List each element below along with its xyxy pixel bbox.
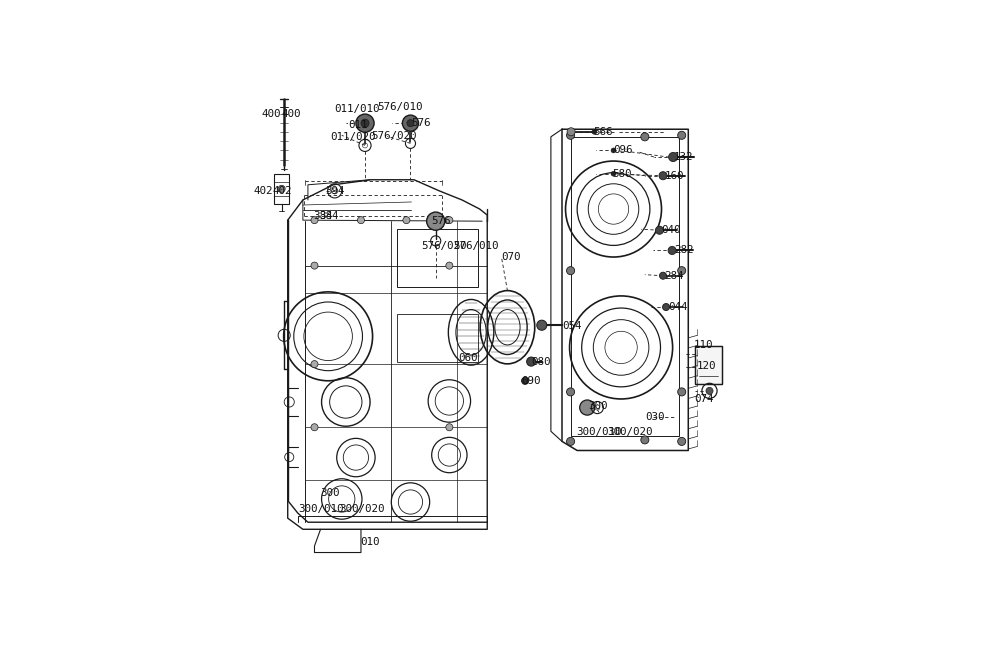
Circle shape [527,357,536,366]
Text: 576: 576 [411,117,431,128]
Text: 402: 402 [273,186,292,196]
Circle shape [311,361,318,367]
Text: 384: 384 [313,211,332,221]
Text: 011/020: 011/020 [331,132,376,142]
Circle shape [567,266,575,275]
Text: 300/020: 300/020 [340,504,385,514]
Text: 300: 300 [321,488,340,498]
Text: 080: 080 [532,357,551,367]
Text: 044: 044 [668,302,688,312]
Text: 120: 120 [697,361,716,371]
Circle shape [678,388,686,396]
Text: 576/010: 576/010 [453,241,498,251]
Text: 384: 384 [320,211,339,221]
Text: 011: 011 [348,120,368,130]
Circle shape [427,212,445,230]
Circle shape [357,216,364,224]
Circle shape [668,247,676,255]
Circle shape [580,400,595,415]
Circle shape [361,119,369,127]
Circle shape [659,172,667,180]
Text: 110: 110 [693,340,713,350]
Bar [695,346,722,384]
Circle shape [641,133,649,141]
Circle shape [446,262,453,269]
Bar [274,174,289,204]
Text: 054: 054 [562,321,582,331]
Circle shape [592,129,597,134]
Text: 576: 576 [432,216,451,226]
Text: 096: 096 [614,146,633,155]
Text: 160: 160 [665,171,685,180]
Text: 400: 400 [281,109,301,119]
Circle shape [311,216,318,224]
Circle shape [278,185,285,192]
Circle shape [567,128,575,136]
Text: 394: 394 [326,186,345,196]
Text: 132: 132 [674,152,694,162]
Circle shape [663,304,670,310]
Text: 040: 040 [662,225,681,236]
Text: 090: 090 [522,376,541,386]
Text: 566: 566 [593,127,613,136]
Text: 030: 030 [645,412,664,422]
Circle shape [311,424,318,431]
Circle shape [706,387,713,394]
Circle shape [641,436,649,444]
Text: 402: 402 [253,186,273,196]
Circle shape [403,216,410,224]
Circle shape [446,216,453,224]
Text: 400: 400 [262,109,281,119]
Text: 070: 070 [501,251,521,262]
Circle shape [407,119,414,127]
Text: 300/020: 300/020 [607,427,653,438]
Circle shape [611,171,616,176]
Circle shape [446,424,453,431]
Circle shape [659,272,667,279]
Text: 300: 300 [588,401,608,411]
Circle shape [669,152,678,161]
Text: 284: 284 [664,271,684,281]
Circle shape [356,114,374,133]
Circle shape [567,388,575,396]
Text: 576/020: 576/020 [422,241,467,251]
Text: 580: 580 [613,169,632,178]
Circle shape [522,377,529,384]
Text: 011/010: 011/010 [335,104,380,114]
Circle shape [678,266,686,275]
Circle shape [655,226,664,234]
Circle shape [678,438,686,445]
Text: 282: 282 [674,245,694,255]
Circle shape [402,115,419,131]
Bar [571,137,679,436]
Bar [695,346,722,384]
Circle shape [678,131,686,139]
Text: 074: 074 [694,394,714,405]
Circle shape [611,148,616,153]
Text: 576/010: 576/010 [377,102,423,112]
Text: 300/010: 300/010 [576,427,622,438]
Bar [397,229,478,287]
Text: 576/020: 576/020 [371,131,417,141]
Text: 010: 010 [360,537,379,547]
Bar [397,314,478,361]
Circle shape [537,320,547,330]
Text: 300/010: 300/010 [298,504,344,514]
Text: 060: 060 [458,353,478,363]
Circle shape [567,131,575,139]
Circle shape [311,262,318,269]
Circle shape [567,438,575,445]
